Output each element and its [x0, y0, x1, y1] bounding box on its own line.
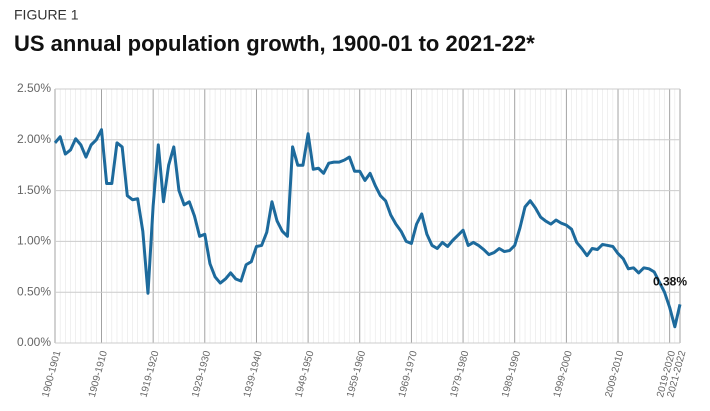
- y-tick-label: 1.50%: [17, 183, 51, 197]
- x-tick-label: 1969-1970: [397, 349, 420, 398]
- x-tick-label: 1900-1901: [40, 349, 63, 398]
- y-tick-label: 2.00%: [17, 132, 51, 146]
- x-tick-label: 1999-2000: [552, 349, 575, 398]
- x-tick-label: 2009-2010: [603, 349, 626, 398]
- x-tick-label: 1949-1950: [294, 349, 317, 398]
- x-tick-label: 1959-1960: [345, 349, 368, 398]
- y-tick-label: 1.00%: [17, 234, 51, 248]
- x-tick-label: 1929-1930: [190, 349, 213, 398]
- data-line: [53, 128, 682, 329]
- x-tick-label: 1989-1990: [500, 349, 523, 398]
- chart-title: US annual population growth, 1900-01 to …: [14, 31, 535, 56]
- y-tick-label: 0.00%: [17, 335, 51, 349]
- x-tick-label: 1919-1920: [139, 349, 162, 398]
- x-tick-label: 1909-1910: [87, 349, 110, 398]
- y-tick-label: 0.50%: [17, 284, 51, 298]
- x-tick-label: 1939-1940: [242, 349, 265, 398]
- chart-subtitle: FIGURE 1: [14, 7, 79, 23]
- y-tick-label: 2.50%: [17, 81, 51, 95]
- data-label: 0.38%: [653, 275, 687, 289]
- x-tick-label: 1979-1980: [449, 349, 472, 398]
